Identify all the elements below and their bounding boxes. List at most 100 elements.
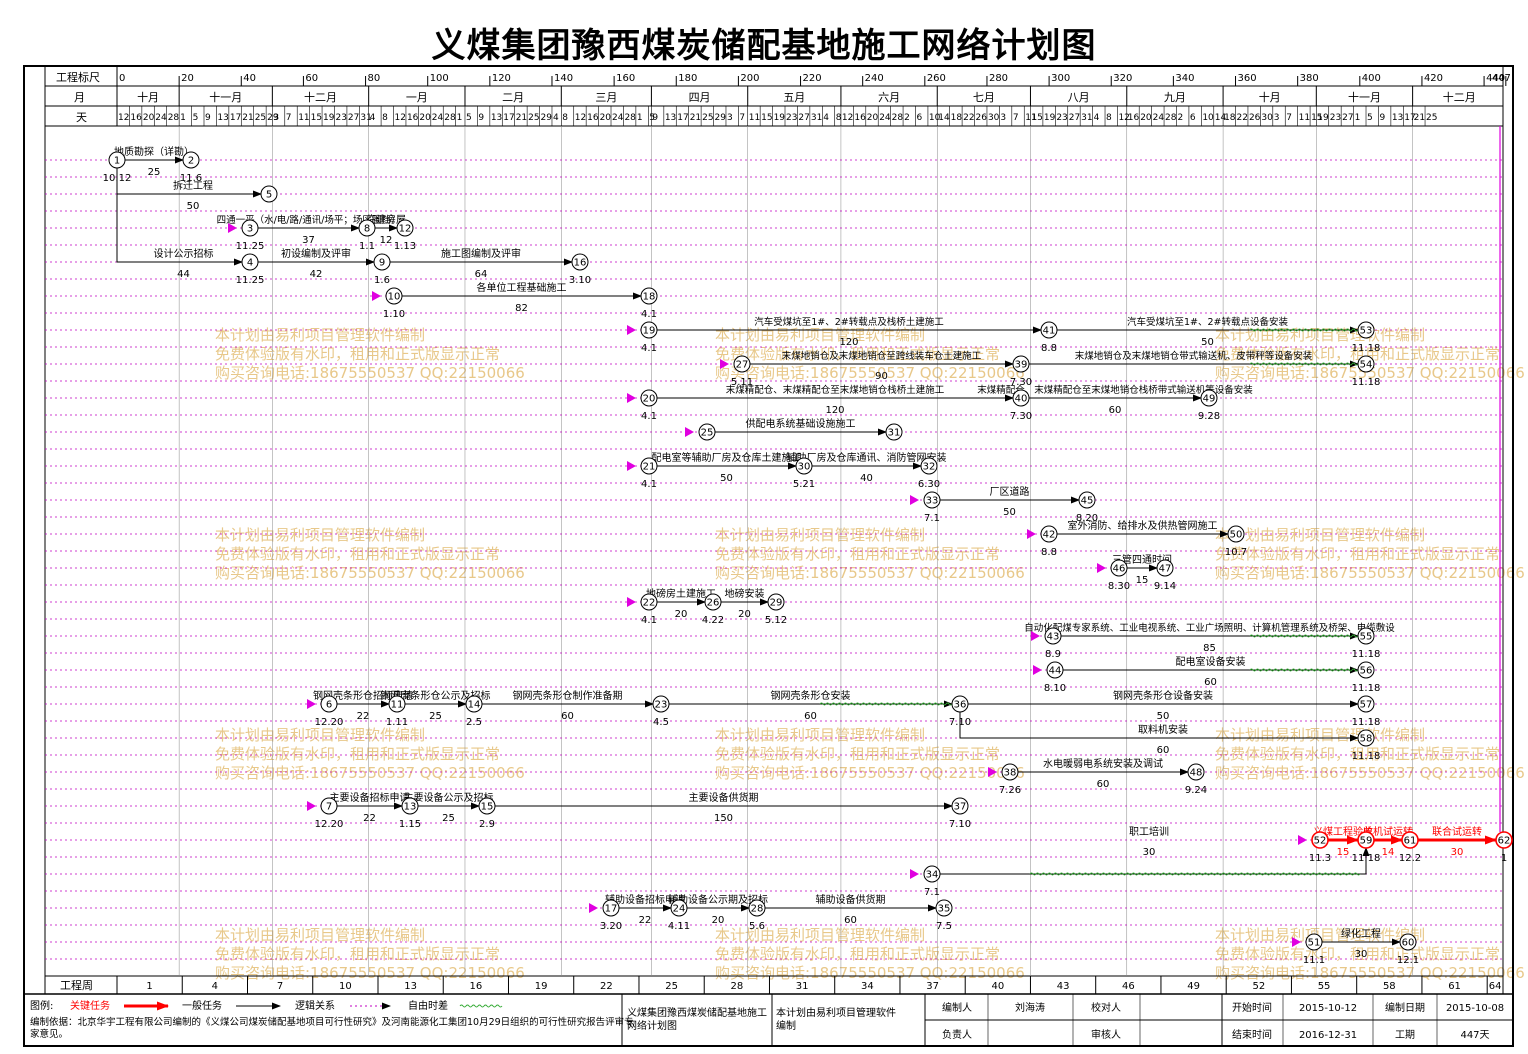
task-name: 室外消防、给排水及供热管网施工 bbox=[1068, 519, 1218, 532]
event-node bbox=[1357, 661, 1375, 679]
ruler-label: 工程标尺 bbox=[56, 70, 100, 84]
day-label: 9 bbox=[652, 113, 658, 123]
day-label: 28 bbox=[1165, 113, 1177, 123]
event-node-date: 7.10 bbox=[949, 717, 971, 728]
day-label: 1 bbox=[457, 113, 463, 123]
task-name: 辅助设备招标申请 bbox=[605, 893, 685, 906]
week-label: 43 bbox=[1057, 981, 1070, 992]
month-label: 二月 bbox=[502, 91, 524, 104]
ruler-tick-label: 300 bbox=[1051, 73, 1070, 84]
event-node-date: 7.10 bbox=[949, 819, 971, 830]
task-name: 汽车受煤坑至1#、2#转载点设备安装 bbox=[1127, 316, 1289, 328]
start-flag-icon bbox=[910, 869, 919, 879]
event-node-date: 5.12 bbox=[765, 615, 787, 626]
day-label: 4 bbox=[553, 113, 559, 123]
start-flag-icon bbox=[988, 767, 997, 777]
day-label: 25 bbox=[528, 113, 539, 123]
event-node bbox=[1495, 831, 1513, 849]
day-label: 17 bbox=[1404, 113, 1415, 123]
event-node-id: 39 bbox=[1015, 360, 1028, 371]
task-name: 钢网壳条形仓公示及招标 bbox=[381, 689, 491, 702]
day-label: 24 bbox=[612, 113, 624, 123]
footer-checked-by-label: 校对人 bbox=[1091, 1001, 1121, 1014]
month-label: 八月 bbox=[1068, 91, 1090, 104]
event-node-date: 12.2 bbox=[1399, 853, 1421, 864]
month-row-label: 月 bbox=[74, 91, 85, 104]
day-label: 5 bbox=[1367, 113, 1373, 123]
day-label: 16 bbox=[587, 113, 599, 123]
event-node-id: 38 bbox=[1004, 768, 1017, 779]
start-flag-icon bbox=[627, 461, 636, 471]
watermarks: 本计划由易利项目管理软件编制免费体验版有水印，租用和正式版显示正常购买咨询电话:… bbox=[215, 326, 1525, 982]
task-labels: 地质勘探（详勘）25拆迁工程50四通一平（水/电/路/通讯/场平；场区围挡）37… bbox=[114, 145, 1482, 960]
watermark-text: 免费体验版有水印，租用和正式版显示正常 bbox=[1215, 945, 1500, 963]
day-label: 16 bbox=[1128, 113, 1140, 123]
footer-date: 2015-10-08 bbox=[1446, 1003, 1504, 1014]
watermark-text: 购买咨询电话:18675550537 QQ:22150066 bbox=[215, 564, 525, 582]
event-node bbox=[698, 423, 716, 441]
event-node bbox=[108, 151, 126, 169]
ruler-tick-label: 200 bbox=[740, 73, 759, 84]
start-flag-icon bbox=[720, 359, 729, 369]
day-label: 12 bbox=[1118, 113, 1129, 123]
week-label: 13 bbox=[404, 981, 417, 992]
week-label: 16 bbox=[469, 981, 482, 992]
task-name: 临建房屋 bbox=[366, 213, 406, 226]
event-node-id: 12 bbox=[399, 224, 412, 235]
watermark-text: 购买咨询电话:18675550537 QQ:22150066 bbox=[215, 764, 525, 782]
ruler-tick-label: 420 bbox=[1424, 73, 1443, 84]
task-name: 钢网壳条形仓设备安装 bbox=[1113, 689, 1213, 702]
event-node-id: 50 bbox=[1230, 530, 1243, 541]
legend-critical: 关键任务 bbox=[70, 999, 110, 1012]
day-label: 11 bbox=[298, 113, 309, 123]
event-node-date: 11.18 bbox=[1352, 751, 1381, 762]
event-node-id: 22 bbox=[643, 598, 656, 609]
event-node-date: 7.5 bbox=[936, 921, 952, 932]
event-node bbox=[920, 457, 938, 475]
event-nodes: 110.12211.6311.25411.255612.20712.2081.1… bbox=[103, 151, 1513, 966]
event-node-date: 8.8 bbox=[1041, 343, 1057, 354]
day-label: 22 bbox=[963, 113, 974, 123]
event-node-id: 56 bbox=[1360, 666, 1373, 677]
event-node bbox=[182, 151, 200, 169]
event-node bbox=[1156, 559, 1174, 577]
event-node-date: 10.12 bbox=[103, 173, 132, 184]
day-label: 9 bbox=[1379, 113, 1385, 123]
day-label: 17 bbox=[677, 113, 688, 123]
week-label: 25 bbox=[665, 981, 678, 992]
start-flag-icon bbox=[627, 597, 636, 607]
task-name: 三管四通时间 bbox=[1112, 553, 1172, 566]
event-node bbox=[1187, 763, 1205, 781]
compile-basis: 编制依据：北京华宇工程有限公司编制的《义煤公司煤炭储配基地项目可行性研究》及河南… bbox=[30, 1016, 634, 1040]
start-flag-icon bbox=[627, 393, 636, 403]
day-label: 21 bbox=[242, 113, 253, 123]
day-label: 11 bbox=[1299, 113, 1310, 123]
week-row-label: 工程周 bbox=[60, 979, 93, 992]
task-duration: 25 bbox=[148, 167, 161, 178]
event-node bbox=[1040, 525, 1058, 543]
day-label: 20 bbox=[867, 113, 879, 123]
day-label: 18 bbox=[1224, 113, 1236, 123]
watermark-text: 免费体验版有水印，租用和正式版显示正常 bbox=[215, 745, 500, 763]
task-name: 末煤地销仓及末煤地销仓带式输送机、皮带秤等设备安装 bbox=[1075, 350, 1313, 362]
event-node-id: 26 bbox=[707, 598, 720, 609]
day-label: 24 bbox=[432, 113, 444, 123]
task-name: 取料机安装 bbox=[1138, 723, 1188, 736]
week-label: 7 bbox=[277, 981, 283, 992]
event-node bbox=[571, 253, 589, 271]
day-label: 4 bbox=[370, 113, 376, 123]
watermark-text: 免费体验版有水印，租用和正式版显示正常 bbox=[715, 345, 1000, 363]
day-label: 12 bbox=[395, 113, 406, 123]
event-node-id: 42 bbox=[1043, 530, 1056, 541]
event-node-id: 59 bbox=[1360, 836, 1373, 847]
watermark-text: 购买咨询电话:18675550537 QQ:22150066 bbox=[1215, 764, 1525, 782]
task-name: 末煤地销仓及末煤地销仓至跨线装车仓土建施工 bbox=[782, 350, 982, 362]
task-edge bbox=[940, 847, 1370, 875]
day-label: 7 bbox=[739, 113, 745, 123]
event-node-id: 25 bbox=[701, 428, 714, 439]
event-node-date: 11.6 bbox=[180, 173, 202, 184]
event-node-id: 48 bbox=[1190, 768, 1203, 779]
footer-prepared-by: 刘海涛 bbox=[1015, 1001, 1045, 1014]
month-label: 十二月 bbox=[304, 90, 337, 104]
event-node bbox=[1357, 355, 1375, 373]
